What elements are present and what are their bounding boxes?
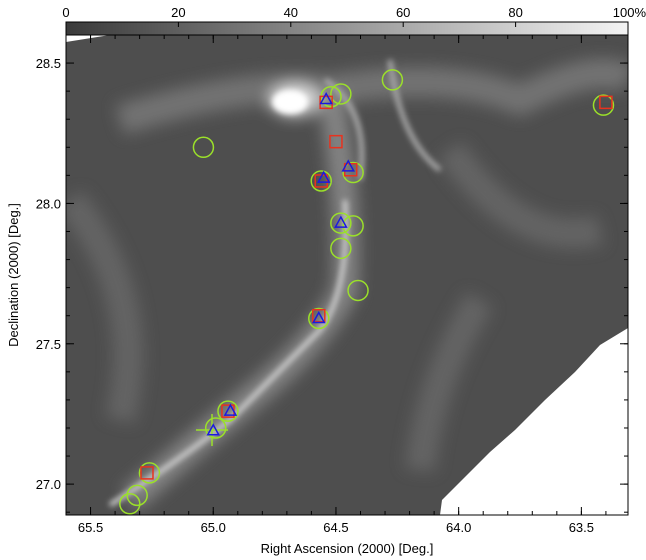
colorbar-tick-label: 100%	[613, 5, 646, 20]
colorbar-tick-label: 20	[171, 5, 185, 20]
x-axis-label: Right Ascension (2000) [Deg.]	[261, 541, 434, 556]
x-tick-label: 64.5	[323, 520, 348, 535]
colorbar-tick-label: 0	[62, 5, 69, 20]
y-tick-label: 27.5	[36, 337, 61, 352]
y-tick-label: 27.0	[36, 477, 61, 492]
colorbar-tick-label: 80	[508, 5, 522, 20]
sky-image	[66, 35, 628, 515]
x-tick-label: 64.0	[446, 520, 471, 535]
x-tick-label: 63.5	[569, 520, 594, 535]
y-tick-label: 28.0	[36, 196, 61, 211]
x-tick-label: 65.0	[201, 520, 226, 535]
chart: Right Ascension (2000) [Deg.] Declinatio…	[0, 0, 646, 560]
x-tick-label: 65.5	[78, 520, 103, 535]
colorbar	[66, 22, 628, 35]
colorbar-tick-label: 40	[284, 5, 298, 20]
y-tick-label: 28.5	[36, 56, 61, 71]
colorbar-tick-label: 60	[396, 5, 410, 20]
y-axis-label: Declination (2000) [Deg.]	[6, 203, 21, 347]
